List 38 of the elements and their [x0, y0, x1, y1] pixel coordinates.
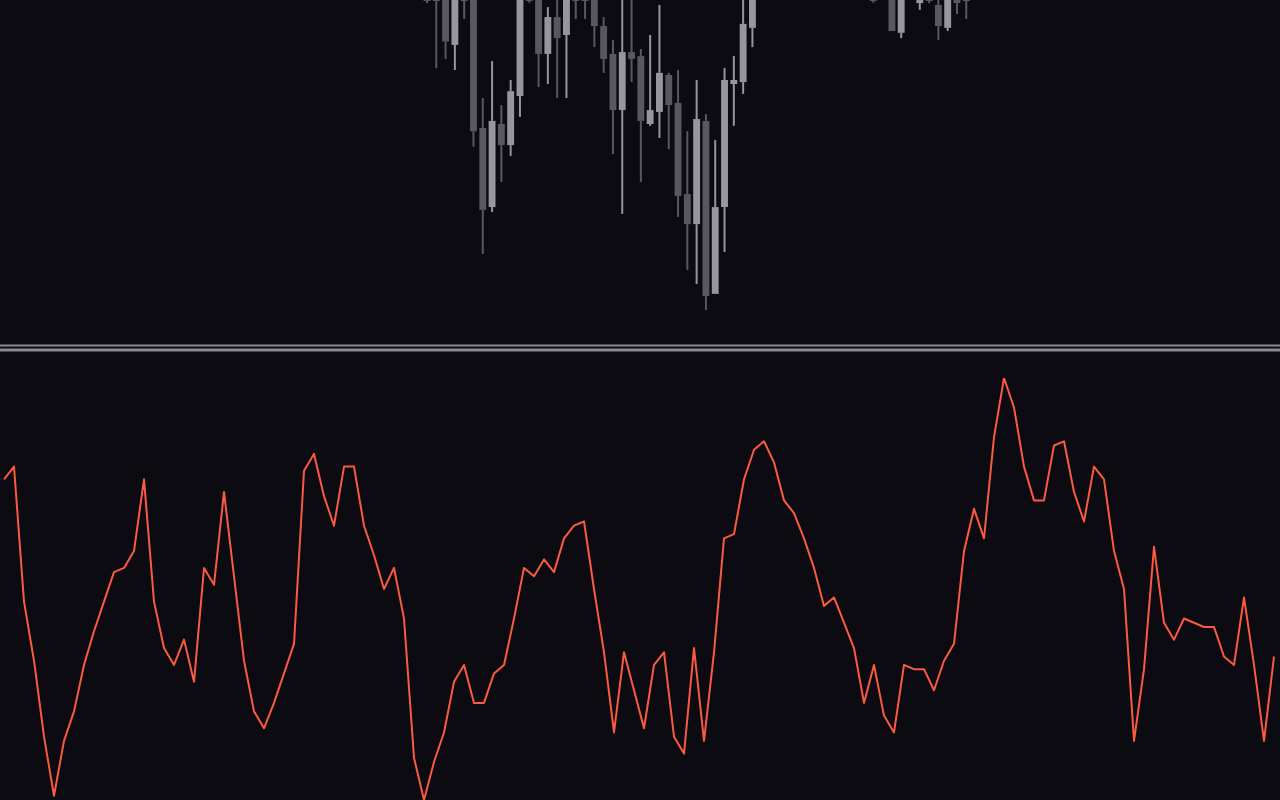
candlestick: [897, 0, 905, 40]
candlestick: [544, 6, 552, 86]
candlestick: [553, 0, 561, 99]
candlestick: [451, 0, 459, 72]
candlestick: [524, 0, 534, 4]
candlestick: [961, 0, 971, 20]
candlestick: [488, 60, 496, 214]
candlestick: [637, 47, 645, 183]
candlestick: [916, 0, 924, 11]
candlestick: [730, 55, 738, 127]
candlestick: [702, 113, 710, 310]
candlestick: [497, 104, 505, 183]
candlestick: [944, 0, 952, 32]
candlestick: [693, 78, 701, 285]
candlestick: [535, 0, 542, 89]
candlestick: [868, 0, 878, 4]
candlestick: [431, 0, 441, 70]
candlestick: [711, 139, 719, 294]
candlestick: [459, 0, 469, 20]
candlestick: [442, 0, 450, 60]
candlestick: [600, 16, 608, 74]
candlestick: [683, 130, 691, 272]
candlestick: [748, 0, 756, 49]
candlestick: [470, 0, 477, 148]
candlestick: [656, 3, 663, 139]
candlestick: [628, 0, 635, 84]
candlestick: [888, 0, 896, 31]
candlestick: [646, 34, 654, 127]
candlestick: [739, 0, 747, 95]
candlestick: [590, 0, 598, 49]
candlestick: [507, 78, 515, 157]
candlestick: [721, 66, 728, 254]
candlestick: [563, 0, 570, 99]
candlestick: [571, 0, 581, 20]
candlestick: [618, 0, 626, 215]
candlestick: [665, 71, 673, 151]
candlestick: [479, 96, 487, 255]
candlestick: [934, 0, 942, 41]
